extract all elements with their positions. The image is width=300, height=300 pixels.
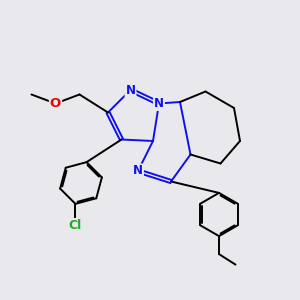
Text: N: N	[154, 97, 164, 110]
Text: N: N	[133, 164, 143, 178]
Text: O: O	[50, 97, 61, 110]
Text: Cl: Cl	[69, 219, 82, 232]
Text: N: N	[125, 83, 136, 97]
